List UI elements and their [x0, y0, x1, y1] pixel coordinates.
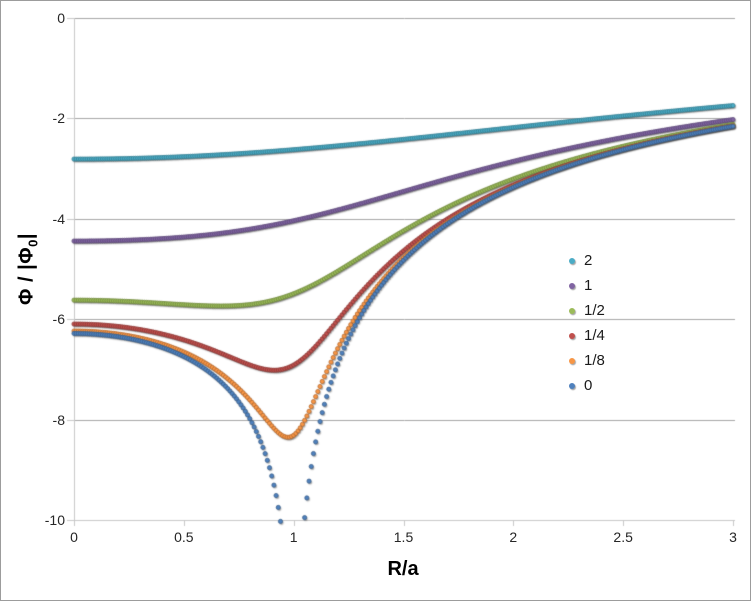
x-tick-label-0.5: 0.5	[174, 529, 194, 545]
x-tick-label-2: 2	[509, 529, 518, 545]
y-tick-label--4: -4	[52, 210, 65, 227]
y-axis-title-subscript: 0	[25, 239, 41, 247]
legend-marker-icon	[569, 282, 575, 289]
x-tick-label-1: 1	[289, 529, 298, 545]
x-tick-label-2.5: 2.5	[613, 529, 633, 545]
x-tick-label-0: 0	[70, 529, 78, 545]
y-tick-label--6: -6	[52, 311, 65, 328]
y-axis-title-bar: |	[15, 233, 38, 240]
legend: 2 1 1/2 1/4 1/8 0	[567, 248, 605, 398]
x-tick-label-1.5: 1.5	[393, 529, 414, 545]
legend-item-1-2: 1/2	[567, 298, 605, 323]
legend-item-0: 0	[567, 373, 605, 398]
legend-label: 1/2	[584, 302, 605, 319]
legend-marker-icon	[569, 307, 575, 314]
legend-label: 0	[584, 377, 593, 394]
legend-label: 2	[584, 252, 593, 269]
y-axis-title-text: Φ / |Φ	[15, 246, 38, 305]
x-axis-title: R/a	[387, 558, 419, 580]
y-tick-label--2: -2	[52, 110, 65, 127]
legend-item-2: 2	[567, 248, 605, 273]
legend-label: 1/8	[584, 352, 605, 369]
legend-label: 1	[584, 277, 593, 294]
legend-item-1: 1	[567, 273, 605, 298]
y-tick-label--8: -8	[52, 411, 65, 428]
x-tick-label-3: 3	[729, 529, 737, 545]
legend-marker-icon	[569, 332, 575, 339]
legend-item-1-8: 1/8	[567, 348, 605, 373]
legend-marker-icon	[569, 257, 575, 264]
legend-marker-icon	[569, 382, 575, 389]
y-tick-label--10: -10	[44, 512, 65, 528]
legend-item-1-4: 1/4	[567, 323, 605, 348]
y-axis-title: Φ / |Φ0|	[16, 233, 41, 305]
legend-label: 1/4	[584, 327, 605, 344]
legend-marker-icon	[569, 357, 575, 364]
y-tick-label-0: 0	[57, 10, 65, 26]
